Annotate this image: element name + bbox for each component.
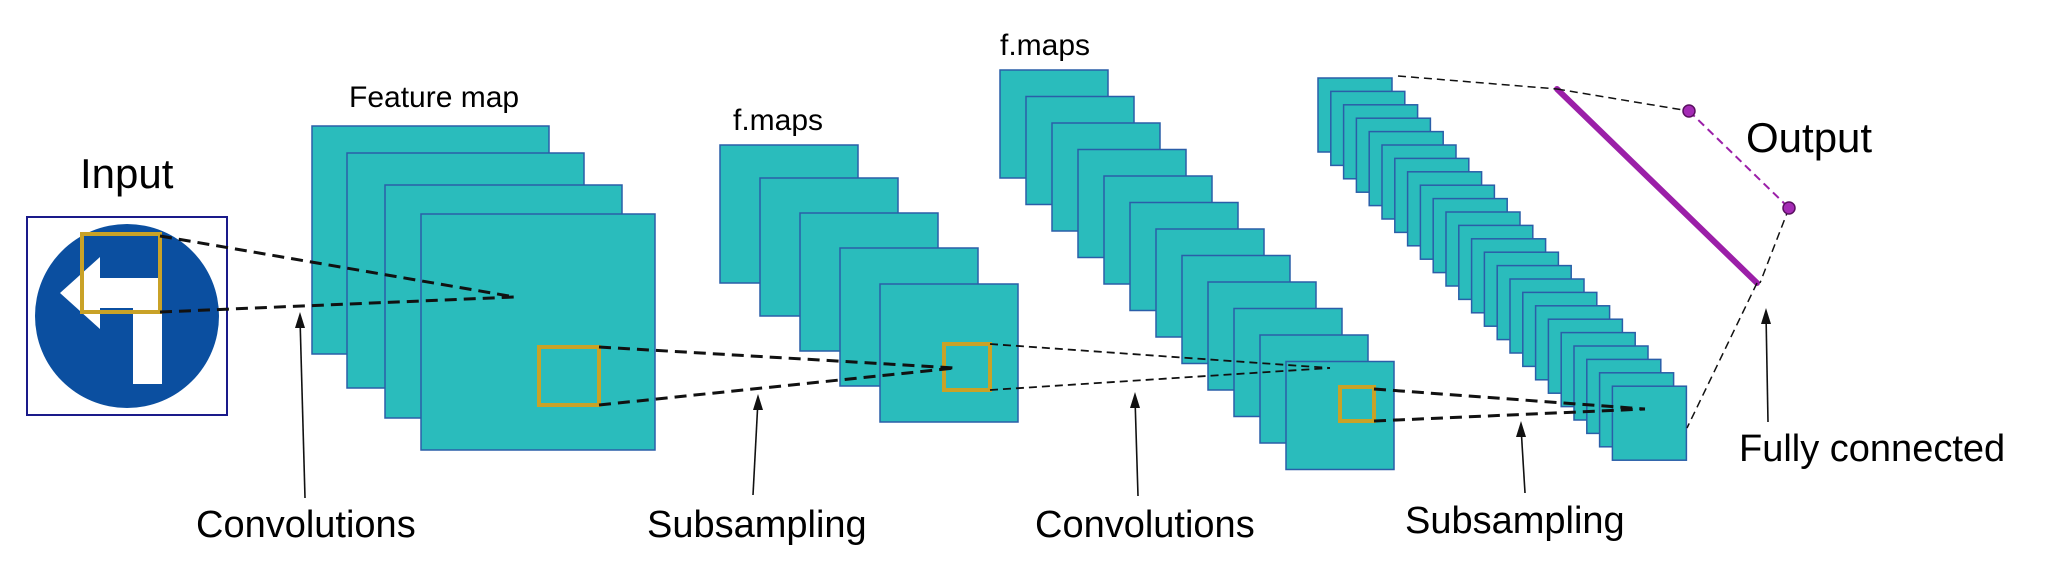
- fc-dashed-link: [1688, 110, 1790, 209]
- projection-lines: [159, 234, 1646, 423]
- fc-connector: [1759, 207, 1790, 284]
- projection-line: [989, 367, 1331, 391]
- label-subsampling-1: Subsampling: [647, 504, 867, 546]
- fc-connector: [1556, 88, 1690, 112]
- sign-disc: [35, 224, 219, 408]
- feature-map-window: [537, 345, 601, 407]
- label-fully-connected: Fully connected: [1739, 428, 2005, 470]
- pointer-arrow: [295, 312, 306, 499]
- fmaps-3-window: [1338, 385, 1376, 423]
- feature-map-stack-1: [311, 125, 656, 451]
- projection-line: [1373, 407, 1646, 423]
- label-fmaps-1: f.maps: [733, 104, 823, 137]
- input-receptive-window: [80, 232, 162, 314]
- projection-line: [598, 366, 956, 407]
- fmaps-stack-2: [719, 144, 1019, 423]
- label-input: Input: [80, 150, 174, 197]
- projection-line: [989, 343, 1331, 369]
- label-output: Output: [1746, 114, 1872, 161]
- pointer-arrow: [1516, 421, 1526, 494]
- pointer-arrow: [1761, 308, 1771, 423]
- pointer-arrows: [295, 308, 1771, 499]
- pointer-arrow: [752, 394, 763, 496]
- projection-lines-thin: [989, 343, 1331, 391]
- fully-connected-layer: [1397, 75, 1796, 429]
- label-fmaps-2: f.maps: [1000, 29, 1090, 62]
- label-convolutions-2: Convolutions: [1035, 504, 1255, 546]
- label-subsampling-2: Subsampling: [1405, 500, 1625, 542]
- projection-line: [1373, 387, 1646, 411]
- pointer-arrow: [1130, 392, 1140, 497]
- fc-connector: [1397, 75, 1558, 90]
- output-node: [1682, 104, 1696, 118]
- input-image: [26, 216, 228, 416]
- feature-map: [879, 283, 1019, 423]
- projection-line: [159, 295, 516, 314]
- label-convolutions-1: Convolutions: [196, 504, 416, 546]
- fmaps-stack-3: [999, 69, 1395, 471]
- fmaps-stack-4: [1317, 77, 1688, 461]
- output-node: [1782, 201, 1796, 215]
- projection-line: [598, 345, 956, 370]
- fc-dense-bar: [1554, 86, 1760, 286]
- fc-connector: [1686, 282, 1758, 429]
- feature-map: [1611, 385, 1688, 461]
- label-feature-map: Feature map: [349, 81, 519, 114]
- left-turn-arrow-icon: [60, 257, 162, 384]
- projection-line: [159, 234, 516, 299]
- feature-map: [420, 213, 656, 451]
